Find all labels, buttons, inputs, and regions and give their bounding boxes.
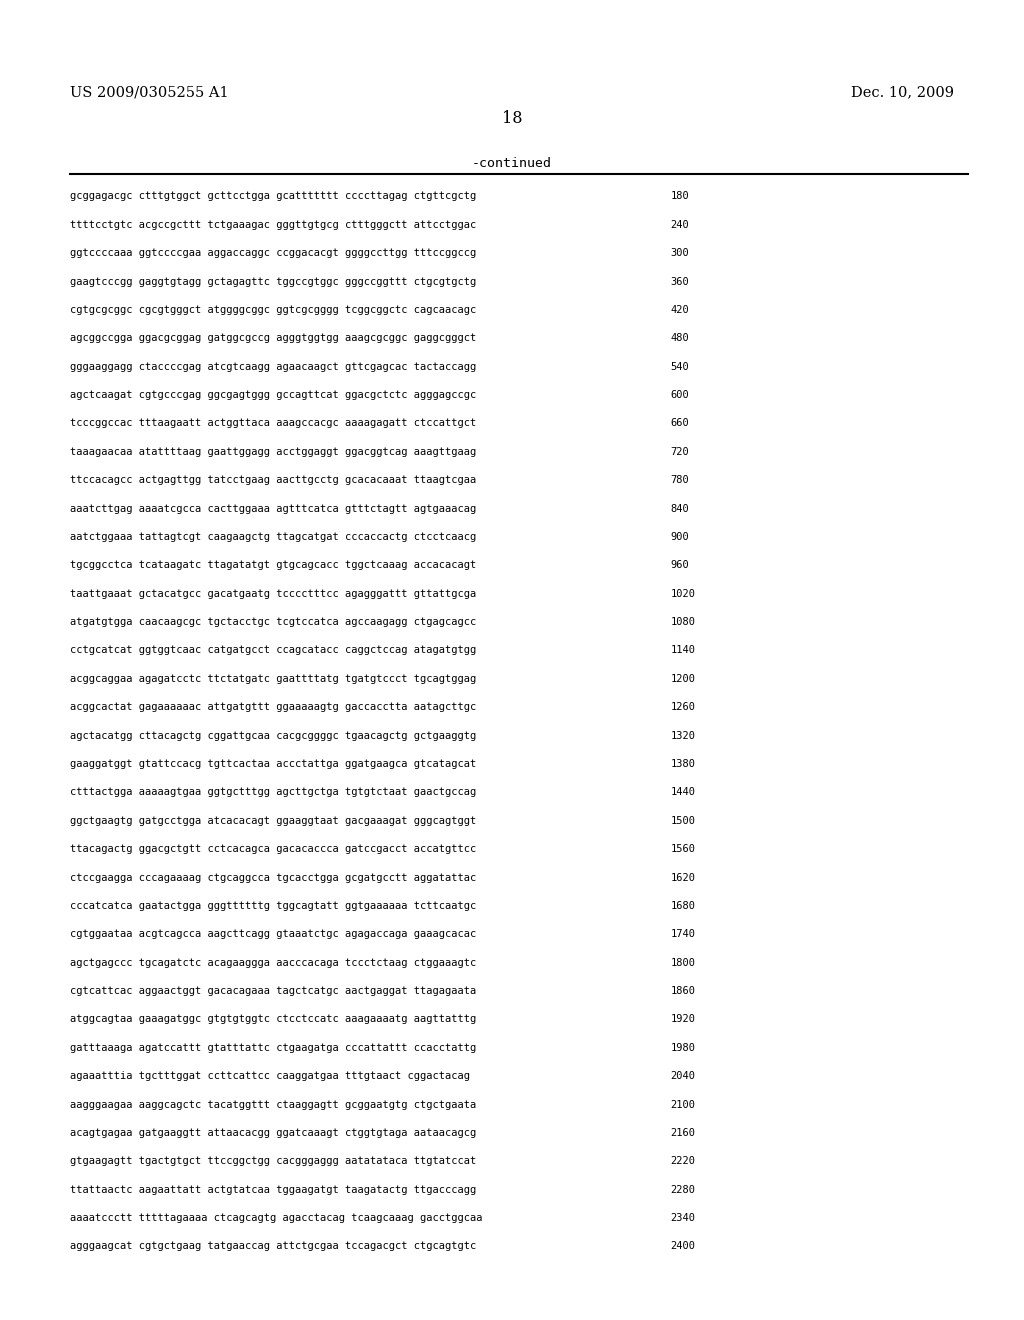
Text: tcccggccac tttaagaatt actggttaca aaagccacgc aaaagagatt ctccattgct: tcccggccac tttaagaatt actggttaca aaagcca… (70, 418, 476, 429)
Text: 18: 18 (502, 111, 522, 127)
Text: aaatcttgag aaaatcgcca cacttggaaa agtttcatca gtttctagtt agtgaaacag: aaatcttgag aaaatcgcca cacttggaaa agtttca… (70, 503, 476, 513)
Text: 2400: 2400 (671, 1241, 695, 1251)
Text: 1080: 1080 (671, 618, 695, 627)
Text: agcggccgga ggacgcggag gatggcgccg agggtggtgg aaagcgcggc gaggcgggct: agcggccgga ggacgcggag gatggcgccg agggtgg… (70, 333, 476, 343)
Text: 180: 180 (671, 191, 689, 202)
Text: 1620: 1620 (671, 873, 695, 883)
Text: ctttactgga aaaaagtgaa ggtgctttgg agcttgctga tgtgtctaat gaactgccag: ctttactgga aaaaagtgaa ggtgctttgg agcttgc… (70, 787, 476, 797)
Text: gatttaaaga agatccattt gtatttattc ctgaagatga cccattattt ccacctattg: gatttaaaga agatccattt gtatttattc ctgaaga… (70, 1043, 476, 1053)
Text: 360: 360 (671, 277, 689, 286)
Text: 2280: 2280 (671, 1185, 695, 1195)
Text: cgtggaataa acgtcagcca aagcttcagg gtaaatctgc agagaccaga gaaagcacac: cgtggaataa acgtcagcca aagcttcagg gtaaatc… (70, 929, 476, 940)
Text: 1560: 1560 (671, 845, 695, 854)
Text: gaaggatggt gtattccacg tgttcactaa accctattga ggatgaagca gtcatagcat: gaaggatggt gtattccacg tgttcactaa accctat… (70, 759, 476, 770)
Text: 1020: 1020 (671, 589, 695, 599)
Text: cgtgcgcggc cgcgtgggct atggggcggc ggtcgcgggg tcggcggctc cagcaacagc: cgtgcgcggc cgcgtgggct atggggcggc ggtcgcg… (70, 305, 476, 315)
Text: cctgcatcat ggtggtcaac catgatgcct ccagcatacc caggctccag atagatgtgg: cctgcatcat ggtggtcaac catgatgcct ccagcat… (70, 645, 476, 656)
Text: 1380: 1380 (671, 759, 695, 770)
Text: tgcggcctca tcataagatc ttagatatgt gtgcagcacc tggctcaaag accacacagt: tgcggcctca tcataagatc ttagatatgt gtgcagc… (70, 560, 476, 570)
Text: 960: 960 (671, 560, 689, 570)
Text: gggaaggagg ctaccccgag atcgtcaagg agaacaagct gttcgagcac tactaccagg: gggaaggagg ctaccccgag atcgtcaagg agaacaa… (70, 362, 476, 372)
Text: 1860: 1860 (671, 986, 695, 997)
Text: ttttcctgtc acgccgcttt tctgaaagac gggttgtgcg ctttgggctt attcctggac: ttttcctgtc acgccgcttt tctgaaagac gggttgt… (70, 219, 476, 230)
Text: 2040: 2040 (671, 1072, 695, 1081)
Text: aatctggaaa tattagtcgt caagaagctg ttagcatgat cccaccactg ctcctcaacg: aatctggaaa tattagtcgt caagaagctg ttagcat… (70, 532, 476, 543)
Text: agaaatttia tgctttggat ccttcattcc caaggatgaa tttgtaact cggactacag: agaaatttia tgctttggat ccttcattcc caaggat… (70, 1072, 470, 1081)
Text: 1500: 1500 (671, 816, 695, 826)
Text: 900: 900 (671, 532, 689, 543)
Text: 1740: 1740 (671, 929, 695, 940)
Text: agctcaagat cgtgcccgag ggcgagtggg gccagttcat ggacgctctc agggagccgc: agctcaagat cgtgcccgag ggcgagtggg gccagtt… (70, 391, 476, 400)
Text: 720: 720 (671, 446, 689, 457)
Text: ttattaactc aagaattatt actgtatcaa tggaagatgt taagatactg ttgacccagg: ttattaactc aagaattatt actgtatcaa tggaaga… (70, 1185, 476, 1195)
Text: 1200: 1200 (671, 673, 695, 684)
Text: 1980: 1980 (671, 1043, 695, 1053)
Text: ctccgaagga cccagaaaag ctgcaggcca tgcacctgga gcgatgcctt aggatattac: ctccgaagga cccagaaaag ctgcaggcca tgcacct… (70, 873, 476, 883)
Text: ggtccccaaa ggtccccgaa aggaccaggc ccggacacgt ggggccttgg tttccggccg: ggtccccaaa ggtccccgaa aggaccaggc ccggaca… (70, 248, 476, 259)
Text: 2340: 2340 (671, 1213, 695, 1224)
Text: 2160: 2160 (671, 1127, 695, 1138)
Text: 1440: 1440 (671, 787, 695, 797)
Text: acggcactat gagaaaaaac attgatgttt ggaaaaagtg gaccacctta aatagcttgc: acggcactat gagaaaaaac attgatgttt ggaaaaa… (70, 702, 476, 713)
Text: 780: 780 (671, 475, 689, 486)
Text: ttccacagcc actgagttgg tatcctgaag aacttgcctg gcacacaaat ttaagtcgaa: ttccacagcc actgagttgg tatcctgaag aacttgc… (70, 475, 476, 486)
Text: cgtcattcac aggaactggt gacacagaaa tagctcatgc aactgaggat ttagagaata: cgtcattcac aggaactggt gacacagaaa tagctca… (70, 986, 476, 997)
Text: 660: 660 (671, 418, 689, 429)
Text: atgatgtgga caacaagcgc tgctacctgc tcgtccatca agccaagagg ctgagcagcc: atgatgtgga caacaagcgc tgctacctgc tcgtcca… (70, 618, 476, 627)
Text: aaaatccctt tttttagaaaa ctcagcagtg agacctacag tcaagcaaag gacctggcaa: aaaatccctt tttttagaaaa ctcagcagtg agacct… (70, 1213, 482, 1224)
Text: aagggaagaa aaggcagctc tacatggttt ctaaggagtt gcggaatgtg ctgctgaata: aagggaagaa aaggcagctc tacatggttt ctaagga… (70, 1100, 476, 1110)
Text: 1140: 1140 (671, 645, 695, 656)
Text: 1260: 1260 (671, 702, 695, 713)
Text: gtgaagagtt tgactgtgct ttccggctgg cacgggaggg aatatataca ttgtatccat: gtgaagagtt tgactgtgct ttccggctgg cacggga… (70, 1156, 476, 1167)
Text: acggcaggaa agagatcctc ttctatgatc gaattttatg tgatgtccct tgcagtggag: acggcaggaa agagatcctc ttctatgatc gaatttt… (70, 673, 476, 684)
Text: taattgaaat gctacatgcc gacatgaatg tcccctttcc agagggattt gttattgcga: taattgaaat gctacatgcc gacatgaatg tcccctt… (70, 589, 476, 599)
Text: agggaagcat cgtgctgaag tatgaaccag attctgcgaa tccagacgct ctgcagtgtc: agggaagcat cgtgctgaag tatgaaccag attctgc… (70, 1241, 476, 1251)
Text: cccatcatca gaatactgga gggttttttg tggcagtatt ggtgaaaaaa tcttcaatgc: cccatcatca gaatactgga gggttttttg tggcagt… (70, 900, 476, 911)
Text: 1320: 1320 (671, 731, 695, 741)
Text: Dec. 10, 2009: Dec. 10, 2009 (851, 86, 954, 99)
Text: gcggagacgc ctttgtggct gcttcctgga gcattttttt ccccttagag ctgttcgctg: gcggagacgc ctttgtggct gcttcctgga gcatttt… (70, 191, 476, 202)
Text: taaagaacaa atattttaag gaattggagg acctggaggt ggacggtcag aaagttgaag: taaagaacaa atattttaag gaattggagg acctgga… (70, 446, 476, 457)
Text: ggctgaagtg gatgcctgga atcacacagt ggaaggtaat gacgaaagat gggcagtggt: ggctgaagtg gatgcctgga atcacacagt ggaaggt… (70, 816, 476, 826)
Text: US 2009/0305255 A1: US 2009/0305255 A1 (70, 86, 228, 99)
Text: 300: 300 (671, 248, 689, 259)
Text: 480: 480 (671, 333, 689, 343)
Text: 420: 420 (671, 305, 689, 315)
Text: -continued: -continued (472, 157, 552, 170)
Text: acagtgagaa gatgaaggtt attaacacgg ggatcaaagt ctggtgtaga aataacagcg: acagtgagaa gatgaaggtt attaacacgg ggatcaa… (70, 1127, 476, 1138)
Text: 240: 240 (671, 219, 689, 230)
Text: 2100: 2100 (671, 1100, 695, 1110)
Text: 1800: 1800 (671, 957, 695, 968)
Text: agctgagccc tgcagatctc acagaaggga aacccacaga tccctctaag ctggaaagtc: agctgagccc tgcagatctc acagaaggga aacccac… (70, 957, 476, 968)
Text: 840: 840 (671, 503, 689, 513)
Text: ttacagactg ggacgctgtt cctcacagca gacacaccca gatccgacct accatgttcc: ttacagactg ggacgctgtt cctcacagca gacacac… (70, 845, 476, 854)
Text: atggcagtaa gaaagatggc gtgtgtggtc ctcctccatc aaagaaaatg aagttatttg: atggcagtaa gaaagatggc gtgtgtggtc ctcctcc… (70, 1014, 476, 1024)
Text: 600: 600 (671, 391, 689, 400)
Text: agctacatgg cttacagctg cggattgcaa cacgcggggc tgaacagctg gctgaaggtg: agctacatgg cttacagctg cggattgcaa cacgcgg… (70, 731, 476, 741)
Text: 1920: 1920 (671, 1014, 695, 1024)
Text: 1680: 1680 (671, 900, 695, 911)
Text: gaagtcccgg gaggtgtagg gctagagttc tggccgtggc gggccggttt ctgcgtgctg: gaagtcccgg gaggtgtagg gctagagttc tggccgt… (70, 277, 476, 286)
Text: 2220: 2220 (671, 1156, 695, 1167)
Text: 540: 540 (671, 362, 689, 372)
